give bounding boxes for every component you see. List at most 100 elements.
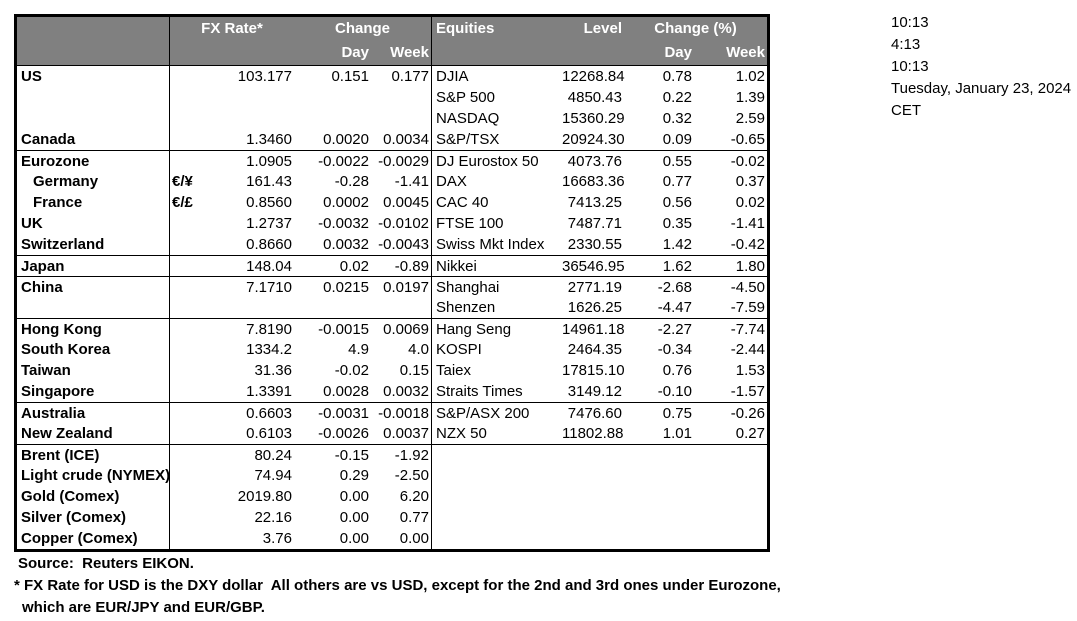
eq-week-cell: -0.42 bbox=[730, 236, 765, 253]
table-row: Switzerland 0.8660 0.0032 -0.0043 Swiss Mkt … bbox=[17, 234, 767, 255]
fx-week-cell: 0.177 bbox=[391, 68, 429, 85]
country-cell bbox=[17, 108, 169, 129]
fx-week-cell: 6.20 bbox=[399, 488, 429, 505]
equity-name-cell: KOSPI bbox=[431, 339, 562, 360]
table-row: UK 1.2737 -0.0032 -0.0102 FTSE 100 7487.71 0.3… bbox=[17, 213, 767, 234]
eq-week-cell: -0.65 bbox=[730, 131, 765, 148]
country-cell: US bbox=[21, 68, 42, 85]
fx-rate-cell: 0.6603 bbox=[246, 405, 292, 422]
fx-day-cell: -0.28 bbox=[334, 173, 369, 190]
fx-day-cell: -0.0031 bbox=[318, 405, 369, 422]
pair-cell bbox=[169, 129, 199, 150]
eq-week-cell: 1.53 bbox=[735, 362, 765, 379]
eq-day-cell bbox=[624, 465, 694, 486]
eq-day-cell: 0.56 bbox=[662, 194, 692, 211]
country-cell: France bbox=[33, 194, 83, 211]
level-cell bbox=[562, 528, 624, 549]
fx-day-cell: 0.00 bbox=[339, 509, 369, 526]
level-cell: 1626.25 bbox=[567, 299, 622, 316]
fx-week-cell: 0.0045 bbox=[383, 194, 429, 211]
table-row: France €/£ 0.8560 0.0002 0.0045 CAC 40 7413.25… bbox=[17, 192, 767, 213]
country-cell: Copper (Comex) bbox=[21, 530, 138, 547]
level-cell bbox=[562, 445, 624, 466]
level-cell: 16683.36 bbox=[562, 173, 625, 190]
corner-cell bbox=[17, 17, 169, 41]
fx-rate-cell: 74.94 bbox=[254, 467, 292, 484]
fx-day-cell bbox=[294, 297, 371, 318]
fx-day-cell: 0.151 bbox=[331, 68, 369, 85]
country-cell: Taiwan bbox=[21, 362, 71, 379]
fx-day-cell: 0.29 bbox=[339, 467, 369, 484]
fx-day-cell: -0.02 bbox=[334, 362, 369, 379]
fx-week-cell: 0.77 bbox=[399, 509, 429, 526]
fx-week-cell bbox=[371, 87, 431, 108]
level-cell: 2330.55 bbox=[567, 236, 622, 253]
equity-name-cell: S&P/TSX bbox=[431, 129, 562, 150]
table-row: Germany €/¥ 161.43 -0.28 -1.41 DAX 16683.36 0.7… bbox=[17, 171, 767, 192]
fx-week-cell: 0.0034 bbox=[383, 131, 429, 148]
equity-name-cell bbox=[431, 528, 562, 549]
fx-rate-cell: 161.43 bbox=[246, 173, 292, 190]
eq-day-cell: 0.32 bbox=[662, 110, 692, 127]
country-cell: Singapore bbox=[21, 383, 95, 400]
fx-day-cell bbox=[294, 108, 371, 129]
equity-name-cell: FTSE 100 bbox=[431, 213, 562, 234]
table-row: Taiwan 31.36 -0.02 0.15 Taiex 17815.10 0.76 1.5… bbox=[17, 360, 767, 381]
eq-day-cell: -2.68 bbox=[657, 279, 692, 296]
pair-cell bbox=[169, 339, 199, 360]
fx-rate-cell: 0.8660 bbox=[246, 236, 292, 253]
table-row: Light crude (NYMEX) 74.94 0.29 -2.50 bbox=[17, 465, 767, 486]
table-row: Shenzen 1626.25 -4.47 -7.59 bbox=[17, 297, 767, 318]
pair-cell bbox=[169, 465, 199, 486]
eq-change-header: Change (%) bbox=[654, 20, 737, 37]
eq-week-cell: 0.27 bbox=[735, 425, 765, 442]
table-row: Australia 0.6603 -0.0031 -0.0018 S&P/ASX 200… bbox=[17, 402, 767, 424]
eq-week-cell: 2.59 bbox=[735, 110, 765, 127]
timestamps: 10:13 4:13 10:13 Tuesday, January 23, 2024 C… bbox=[891, 12, 1071, 122]
header-row-2: Day Week Day Week bbox=[17, 41, 767, 65]
table-row: Canada 1.3460 0.0020 0.0034 S&P/TSX 20924.30 0… bbox=[17, 129, 767, 150]
fx-week-cell: 0.0032 bbox=[383, 383, 429, 400]
level-cell bbox=[562, 465, 624, 486]
fx-rate-cell: 7.1710 bbox=[246, 279, 292, 296]
pair-cell bbox=[169, 108, 199, 129]
eq-day-cell: -0.10 bbox=[657, 383, 692, 400]
equity-name-cell: Shanghai bbox=[431, 277, 562, 298]
fx-rate-header: FX Rate* bbox=[169, 17, 294, 41]
pair-cell bbox=[169, 381, 199, 402]
country-cell bbox=[17, 297, 169, 318]
fx-day-cell: -0.15 bbox=[334, 447, 369, 464]
country-cell: Hong Kong bbox=[21, 321, 102, 338]
eq-week-cell: -0.26 bbox=[730, 405, 765, 422]
fx-rate-cell: 7.8190 bbox=[246, 321, 292, 338]
equity-name-cell: S&P 500 bbox=[431, 87, 562, 108]
fx-rate-cell: 148.04 bbox=[246, 258, 292, 275]
level-cell: 17815.10 bbox=[562, 362, 625, 379]
country-cell: Switzerland bbox=[21, 236, 105, 253]
equity-name-cell: Swiss Mkt Index bbox=[431, 234, 562, 255]
equity-name-cell: DJIA bbox=[431, 66, 562, 87]
eq-week-cell: -4.50 bbox=[730, 279, 765, 296]
level-cell: 4073.76 bbox=[567, 153, 622, 170]
table-row: Gold (Comex) 2019.80 0.00 6.20 bbox=[17, 486, 767, 507]
table-header: FX Rate* Change Equities Level Change (%… bbox=[17, 17, 767, 66]
fx-rate-cell: 0.8560 bbox=[246, 194, 292, 211]
source-note: Source: Reuters EIKON. bbox=[18, 555, 194, 572]
fx-week-cell: 0.0037 bbox=[383, 425, 429, 442]
level-cell: 7487.71 bbox=[567, 215, 622, 232]
eq-day-cell: 0.77 bbox=[662, 173, 692, 190]
fx-rate-cell: 1.2737 bbox=[246, 215, 292, 232]
level-cell: 12268.84 bbox=[562, 68, 625, 85]
timestamp-line: 10:13 bbox=[891, 14, 929, 31]
level-cell: 4850.43 bbox=[567, 89, 622, 106]
table-row: Eurozone 1.0905 -0.0022 -0.0029 DJ Eurostox … bbox=[17, 150, 767, 172]
eq-week-cell bbox=[694, 528, 767, 549]
fx-rate-cell: 80.24 bbox=[254, 447, 292, 464]
fx-day-cell: 0.00 bbox=[339, 488, 369, 505]
fx-day-cell: 0.0020 bbox=[323, 131, 369, 148]
pair-cell bbox=[169, 360, 199, 381]
table-row: China 7.1710 0.0215 0.0197 Shanghai 2771.19 -2… bbox=[17, 276, 767, 298]
table-row: Silver (Comex) 22.16 0.00 0.77 bbox=[17, 507, 767, 528]
eq-day-header: Day bbox=[664, 44, 692, 61]
fx-day-cell: 0.00 bbox=[339, 530, 369, 547]
